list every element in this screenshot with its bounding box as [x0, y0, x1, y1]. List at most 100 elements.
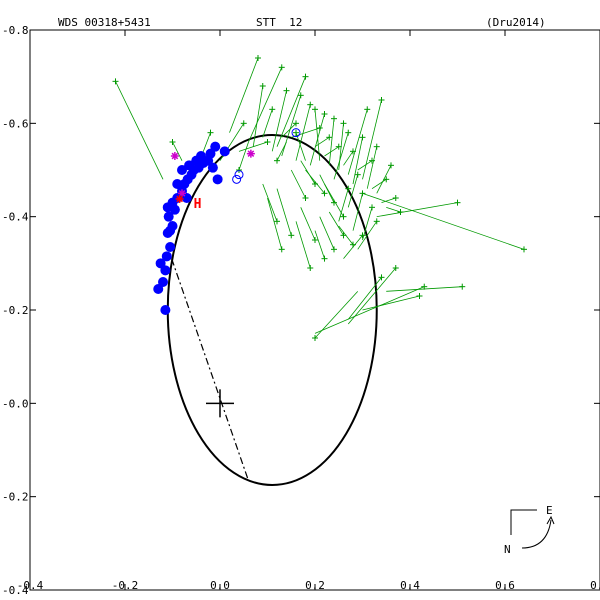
residual-line [343, 151, 354, 166]
x-tick-label: 0.8 [590, 579, 600, 592]
plus-marker [459, 283, 466, 290]
filled-circle-marker [160, 305, 171, 315]
x-tick-label: -0.2 [112, 579, 139, 592]
plus-marker [378, 97, 385, 103]
open-circle-marker [234, 170, 244, 180]
residual-line [357, 221, 378, 250]
residual-line [262, 183, 278, 222]
x-tick-label: 0.2 [305, 579, 325, 592]
residual-line [381, 197, 396, 204]
plus-marker [312, 181, 318, 187]
residual-line [262, 109, 273, 138]
plus-marker [207, 129, 214, 136]
x-tick-label: -0.4 [17, 579, 44, 592]
residual-line [281, 123, 297, 138]
residual-line [347, 277, 382, 320]
plus-marker [169, 139, 176, 145]
residual-line [357, 160, 373, 171]
y-tick-label: -0.4 [2, 211, 29, 224]
plus-marker [331, 246, 337, 253]
residual-line [352, 193, 363, 231]
residual-line [295, 104, 311, 161]
plus-marker [312, 106, 318, 113]
plus-marker [274, 157, 280, 164]
plus-marker [312, 237, 318, 243]
x-tick-label: 0.6 [495, 579, 515, 592]
compass-arrowhead [546, 515, 555, 525]
residual-line [314, 230, 325, 259]
plus-marker [321, 111, 328, 117]
plus-marker [278, 246, 285, 253]
filled-circle-marker [163, 211, 174, 222]
filled-circle-marker [161, 251, 172, 262]
plus-marker [240, 120, 247, 127]
residual-line [347, 174, 359, 208]
plus-marker [364, 106, 371, 113]
x-tick-label: 0.4 [400, 579, 420, 592]
plus-marker [340, 120, 347, 127]
residual-line [276, 141, 287, 161]
residual-line [314, 136, 330, 148]
plus-marker [326, 134, 333, 141]
filled-circle-marker [155, 258, 166, 269]
residual-line [314, 286, 425, 334]
plus-marker [283, 87, 290, 94]
residual-line [362, 295, 420, 311]
filled-circle-marker [153, 284, 164, 294]
residual-line [238, 141, 249, 171]
compass-east-label: E [546, 504, 553, 517]
plus-marker [345, 129, 352, 136]
hipparcos-label: H [194, 197, 202, 212]
y-tick-label: -0.8 [2, 24, 29, 37]
residual-line [281, 95, 302, 157]
plus-marker [388, 162, 394, 169]
filled-circle-marker [207, 162, 218, 173]
plus-marker [521, 246, 527, 253]
plus-marker [307, 265, 314, 271]
residual-line [347, 109, 368, 175]
open-circle-marker [232, 174, 242, 184]
plus-marker [345, 185, 352, 192]
filled-circle-marker [172, 179, 183, 189]
residual-line [252, 85, 264, 147]
plus-marker [335, 143, 342, 150]
residual-line [376, 202, 458, 218]
star-marker [170, 152, 179, 160]
residual-line [267, 197, 283, 250]
y-tick-label: -0.2 [2, 304, 29, 317]
plus-marker [354, 171, 361, 178]
filled-circle-marker [210, 141, 221, 152]
filled-circle-marker [205, 148, 216, 159]
star-marker-stroke [171, 152, 179, 160]
plus-marker [302, 195, 309, 201]
plus-marker [369, 204, 375, 211]
residual-line [338, 188, 349, 222]
orbit-ellipse [166, 134, 378, 486]
residual-line [276, 188, 292, 236]
star-marker [246, 149, 255, 158]
plus-marker [421, 283, 428, 290]
residual-line [362, 99, 382, 180]
wds-identifier: WDS 00318+5431 [58, 16, 151, 29]
x-tick-label: 0.0 [210, 579, 230, 592]
residual-line [366, 146, 378, 189]
plus-marker [359, 190, 366, 197]
residual-line [300, 160, 316, 185]
residual-line [238, 141, 268, 152]
filled-circle-marker [165, 242, 176, 252]
plus-marker [340, 232, 347, 239]
residual-line [362, 207, 373, 241]
filled-circle-marker [184, 160, 195, 171]
filled-circle-marker [160, 265, 171, 276]
filled-circle-marker [177, 165, 187, 175]
compass-north-label: N [504, 543, 511, 556]
y-tick-label: -0.6 [2, 117, 29, 130]
plot-frame [29, 29, 600, 591]
plus-marker [321, 255, 328, 262]
reference-label: (Dru2014) [486, 16, 546, 29]
filled-circle-marker [212, 174, 223, 185]
plus-marker [293, 120, 299, 127]
residual-line [291, 127, 320, 138]
residual-line [295, 132, 306, 161]
